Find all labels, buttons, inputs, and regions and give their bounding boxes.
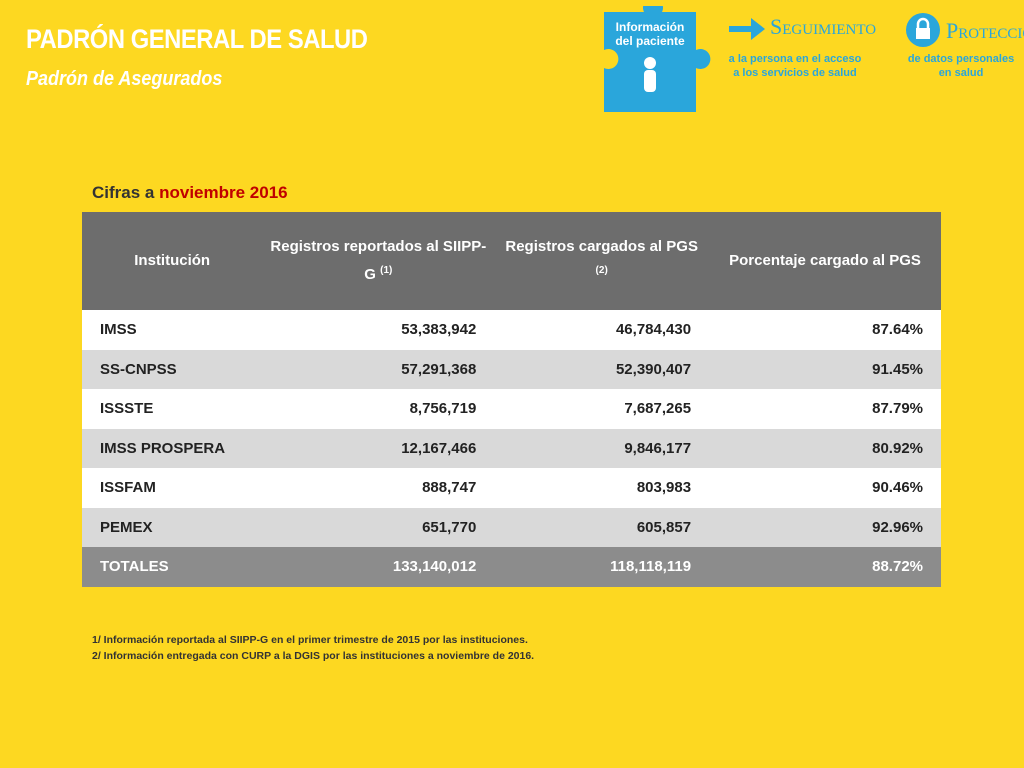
- cell-value: 52,390,407: [494, 349, 710, 389]
- table-row: IMSS 53,383,942 46,784,430 87.64%: [82, 310, 941, 350]
- title: PADRÓN GENERAL DE SALUD: [26, 24, 368, 54]
- cell-value: 9,846,177: [494, 428, 710, 468]
- cell-value: 80.92%: [709, 428, 941, 468]
- cell-value: 8,756,719: [262, 389, 495, 429]
- column-note: (1): [380, 265, 393, 276]
- cell-value: 90.46%: [709, 468, 941, 508]
- cell-value: 57,291,368: [262, 349, 495, 389]
- column-header: Institución: [82, 212, 263, 310]
- puzzle-icon: [604, 6, 711, 112]
- badge-text: de datos personales en salud: [907, 53, 1015, 79]
- column-header: Registros reportados al SIIPP-G (1): [262, 212, 495, 310]
- caption: Cifras a noviembre 2016: [92, 183, 288, 203]
- badge-title: Protección: [946, 18, 1024, 43]
- cell-value: 803,983: [494, 468, 710, 508]
- cell-value: 651,770: [262, 507, 495, 547]
- column-note: (2): [595, 265, 608, 276]
- cell-value: 888,747: [262, 468, 495, 508]
- cell-value: 91.45%: [709, 349, 941, 389]
- table-row: ISSSTE 8,756,719 7,687,265 87.79%: [82, 389, 941, 429]
- column-label: Institución: [134, 252, 211, 269]
- footnote: 1/ Información reportada al SIIPP-G en e…: [92, 634, 528, 646]
- column-label: Registros reportados al SIIPP-G: [270, 238, 487, 283]
- table-row: TOTALES 133,140,012 118,118,119 88.72%: [82, 547, 941, 587]
- arrow-icon: [729, 18, 765, 40]
- column-header: Registros cargados al PGS (2): [494, 212, 710, 310]
- cell-institution: SS-CNPSS: [82, 349, 263, 389]
- cell-value: 133,140,012: [262, 547, 495, 587]
- cell-institution: IMSS: [82, 310, 263, 350]
- puzzle-label: Información del paciente: [615, 20, 685, 48]
- cell-institution: ISSSTE: [82, 389, 263, 429]
- cell-institution: IMSS PROSPERA: [82, 428, 263, 468]
- subtitle: Padrón de Asegurados: [26, 68, 223, 90]
- table-row: IMSS PROSPERA 12,167,466 9,846,177 80.92%: [82, 428, 941, 468]
- cell-institution: TOTALES: [82, 547, 263, 587]
- footnote: 2/ Información entregada con CURP a la D…: [92, 650, 535, 662]
- table-row: ISSFAM 888,747 803,983 90.46%: [82, 468, 941, 508]
- caption-date: noviembre 2016: [159, 183, 288, 202]
- cell-value: 46,784,430: [494, 310, 710, 350]
- table-row: SS-CNPSS 57,291,368 52,390,407 91.45%: [82, 349, 941, 389]
- header-row: Institución Registros reportados al SIIPP…: [82, 212, 941, 310]
- data-table: Institución Registros reportados al SIIPP…: [82, 212, 941, 587]
- cell-value: 87.64%: [709, 310, 941, 350]
- cell-institution: ISSFAM: [82, 468, 263, 508]
- cell-value: 12,167,466: [262, 428, 495, 468]
- table-row: PEMEX 651,770 605,857 92.96%: [82, 507, 941, 547]
- column-label: Registros cargados al PGS: [505, 238, 698, 255]
- badge-text: a la persona en el acceso a los servicio…: [728, 53, 862, 79]
- cell-value: 118,118,119: [494, 547, 710, 587]
- lock-icon: [906, 13, 940, 47]
- cell-value: 53,383,942: [262, 310, 495, 350]
- column-label: Porcentaje cargado al PGS: [729, 252, 921, 269]
- column-header: Porcentaje cargado al PGS: [709, 212, 941, 310]
- badge-title: Seguimiento: [770, 14, 877, 39]
- cell-value: 605,857: [494, 507, 710, 547]
- caption-prefix: Cifras a: [92, 183, 155, 202]
- cell-institution: PEMEX: [82, 507, 263, 547]
- footnotes: 1/ Información reportada al SIIPP-G en e…: [92, 632, 534, 664]
- cell-value: 88.72%: [709, 547, 941, 587]
- cell-value: 87.79%: [709, 389, 941, 429]
- cell-value: 92.96%: [709, 507, 941, 547]
- cell-value: 7,687,265: [494, 389, 710, 429]
